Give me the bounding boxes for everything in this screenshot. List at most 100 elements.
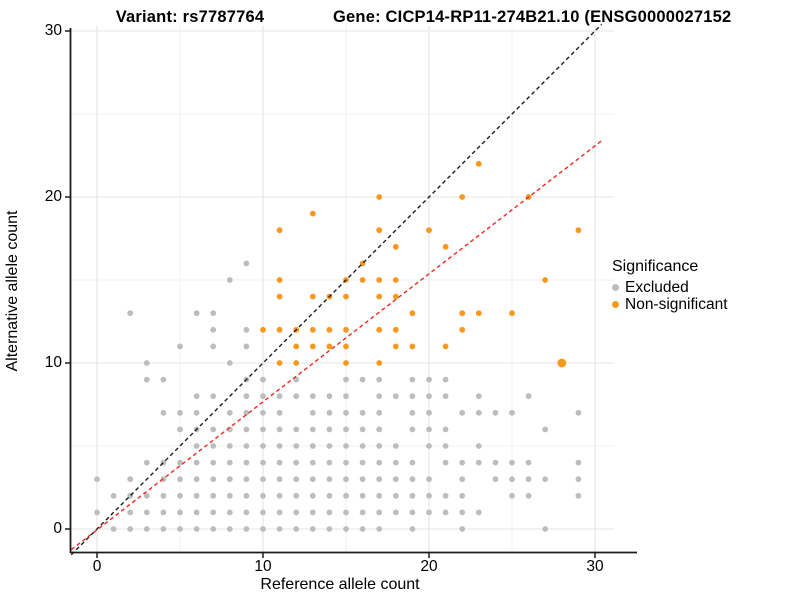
point-non-significant (343, 343, 349, 350)
point-excluded (459, 409, 466, 416)
legend-item-label: Excluded (625, 278, 689, 296)
point-excluded (343, 459, 349, 466)
point-excluded (376, 476, 383, 483)
point-excluded (343, 376, 349, 383)
point-excluded (392, 509, 399, 516)
point-excluded (226, 492, 233, 499)
point-excluded (177, 409, 183, 416)
point-excluded (243, 492, 250, 499)
point-excluded (309, 443, 316, 449)
point-excluded (459, 509, 466, 516)
point-excluded (226, 526, 233, 532)
legend-items: Excluded Non-significant (612, 279, 728, 313)
point-excluded (442, 459, 449, 466)
point-non-significant (293, 343, 300, 350)
point-excluded (376, 509, 383, 516)
point-excluded (343, 426, 349, 433)
point-excluded (110, 492, 117, 499)
point-excluded (525, 459, 532, 466)
point-excluded (376, 492, 383, 499)
point-excluded (426, 509, 432, 516)
point-excluded (525, 476, 532, 483)
point-excluded (226, 443, 233, 449)
point-non-significant (309, 210, 316, 217)
point-excluded (210, 443, 217, 449)
point-excluded (210, 343, 217, 350)
expected-ratio-line (70, 139, 603, 551)
point-non-significant (442, 343, 449, 350)
point-excluded (326, 409, 333, 416)
point-excluded (309, 459, 316, 466)
point-excluded (309, 393, 316, 400)
point-excluded (243, 443, 250, 449)
point-non-significant (260, 326, 266, 333)
point-excluded (177, 526, 183, 532)
point-excluded (376, 459, 383, 466)
point-non-significant (409, 343, 416, 350)
point-excluded (293, 509, 300, 516)
point-excluded (542, 526, 549, 532)
point-excluded (309, 526, 316, 532)
x-tick-label: 20 (420, 558, 438, 575)
point-non-significant (343, 360, 349, 366)
point-non-significant (309, 343, 316, 350)
point-excluded (177, 492, 183, 499)
point-excluded (210, 310, 217, 317)
point-excluded (343, 509, 349, 516)
point-excluded (193, 443, 200, 449)
point-non-significant (426, 227, 432, 234)
point-excluded (442, 426, 449, 433)
point-excluded (376, 409, 383, 416)
point-excluded (359, 476, 366, 483)
point-excluded (392, 459, 399, 466)
point-non-significant (459, 326, 466, 333)
point-excluded (143, 459, 150, 466)
point-excluded (326, 459, 333, 466)
x-axis-label: Reference allele count (260, 576, 420, 593)
point-excluded (243, 459, 250, 466)
point-excluded (243, 526, 250, 532)
point-excluded (226, 360, 233, 366)
point-excluded (442, 509, 449, 516)
point-excluded (475, 393, 482, 400)
point-excluded (575, 409, 582, 416)
point-excluded (359, 526, 366, 532)
point-excluded (525, 492, 532, 499)
point-excluded (143, 492, 150, 499)
legend: Significance Excluded Non-significant (612, 258, 728, 313)
point-excluded (210, 476, 217, 483)
point-excluded (243, 393, 250, 400)
point-excluded (409, 393, 416, 400)
point-excluded (193, 393, 200, 400)
point-excluded (426, 393, 432, 400)
point-non-significant (542, 277, 549, 283)
point-excluded (193, 310, 200, 317)
x-tick-label: 30 (586, 558, 604, 575)
point-excluded (143, 360, 150, 366)
point-excluded (409, 492, 416, 499)
point-excluded (193, 409, 200, 416)
x-tick-label: 10 (254, 558, 272, 575)
point-excluded (110, 526, 117, 532)
point-excluded (409, 376, 416, 383)
point-excluded (343, 409, 349, 416)
point-excluded (326, 426, 333, 433)
point-non-significant (309, 293, 316, 300)
point-excluded (475, 509, 482, 516)
point-excluded (459, 476, 466, 483)
point-non-significant (392, 343, 399, 350)
point-excluded (492, 476, 499, 483)
point-excluded (459, 526, 466, 532)
point-non-significant (392, 243, 399, 250)
point-non-significant (276, 227, 283, 234)
point-excluded (409, 409, 416, 416)
legend-title: Significance (612, 258, 699, 275)
point-excluded (260, 376, 266, 383)
point-excluded (376, 393, 383, 400)
point-excluded (575, 476, 582, 483)
point-excluded (226, 509, 233, 516)
point-excluded (226, 459, 233, 466)
point-excluded (160, 409, 167, 416)
point-non-significant (376, 360, 383, 366)
